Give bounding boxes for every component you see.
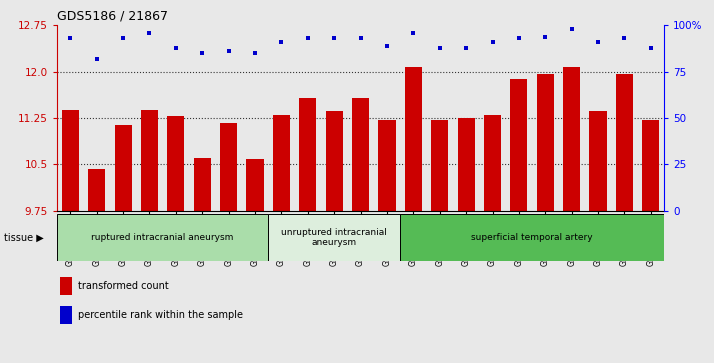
Bar (273, 115, 290, 211)
Bar (458, 118, 475, 211)
Text: superficial temporal artery: superficial temporal artery (471, 233, 593, 242)
Point (513, 36, 525, 41)
Text: transformed count: transformed count (79, 281, 169, 291)
Point (381, 43, 393, 49)
Text: percentile rank within the sample: percentile rank within the sample (79, 310, 243, 320)
Point (91, 56, 102, 62)
Bar (326, 111, 343, 211)
Bar (141, 110, 158, 211)
Bar (268, 214, 400, 261)
Point (645, 45, 657, 50)
Bar (405, 67, 422, 211)
Text: tissue ▶: tissue ▶ (4, 233, 44, 243)
Text: GDS5186 / 21867: GDS5186 / 21867 (57, 10, 168, 23)
Bar (484, 115, 501, 211)
Bar (378, 120, 396, 211)
Point (196, 50, 208, 56)
Point (144, 30, 155, 36)
Point (64, 36, 76, 41)
Bar (616, 74, 633, 211)
Bar (400, 214, 664, 261)
Text: unruptured intracranial
aneurysm: unruptured intracranial aneurysm (281, 228, 387, 248)
Point (355, 36, 366, 41)
Bar (114, 125, 131, 211)
Bar (60, 277, 72, 295)
Point (249, 50, 261, 56)
Bar (431, 120, 448, 211)
Bar (60, 306, 72, 324)
Point (593, 39, 604, 45)
Point (223, 48, 234, 54)
Point (276, 39, 287, 45)
Bar (193, 158, 211, 211)
Bar (220, 123, 237, 211)
Bar (563, 68, 580, 211)
Point (461, 45, 472, 50)
Point (302, 36, 313, 41)
Point (619, 36, 630, 41)
Text: ruptured intracranial aneurysm: ruptured intracranial aneurysm (91, 233, 234, 242)
Point (434, 45, 446, 50)
Bar (167, 116, 184, 211)
Bar (57, 214, 268, 261)
Bar (352, 98, 369, 211)
Bar (511, 79, 528, 211)
Point (540, 34, 551, 40)
Point (566, 26, 578, 32)
Point (170, 45, 181, 50)
Point (487, 39, 498, 45)
Bar (643, 120, 660, 211)
Bar (246, 159, 263, 211)
Point (117, 36, 129, 41)
Bar (537, 74, 554, 211)
Point (328, 36, 340, 41)
Bar (590, 111, 607, 211)
Point (408, 30, 419, 36)
Bar (88, 169, 105, 211)
Bar (299, 98, 316, 211)
Bar (61, 110, 79, 211)
